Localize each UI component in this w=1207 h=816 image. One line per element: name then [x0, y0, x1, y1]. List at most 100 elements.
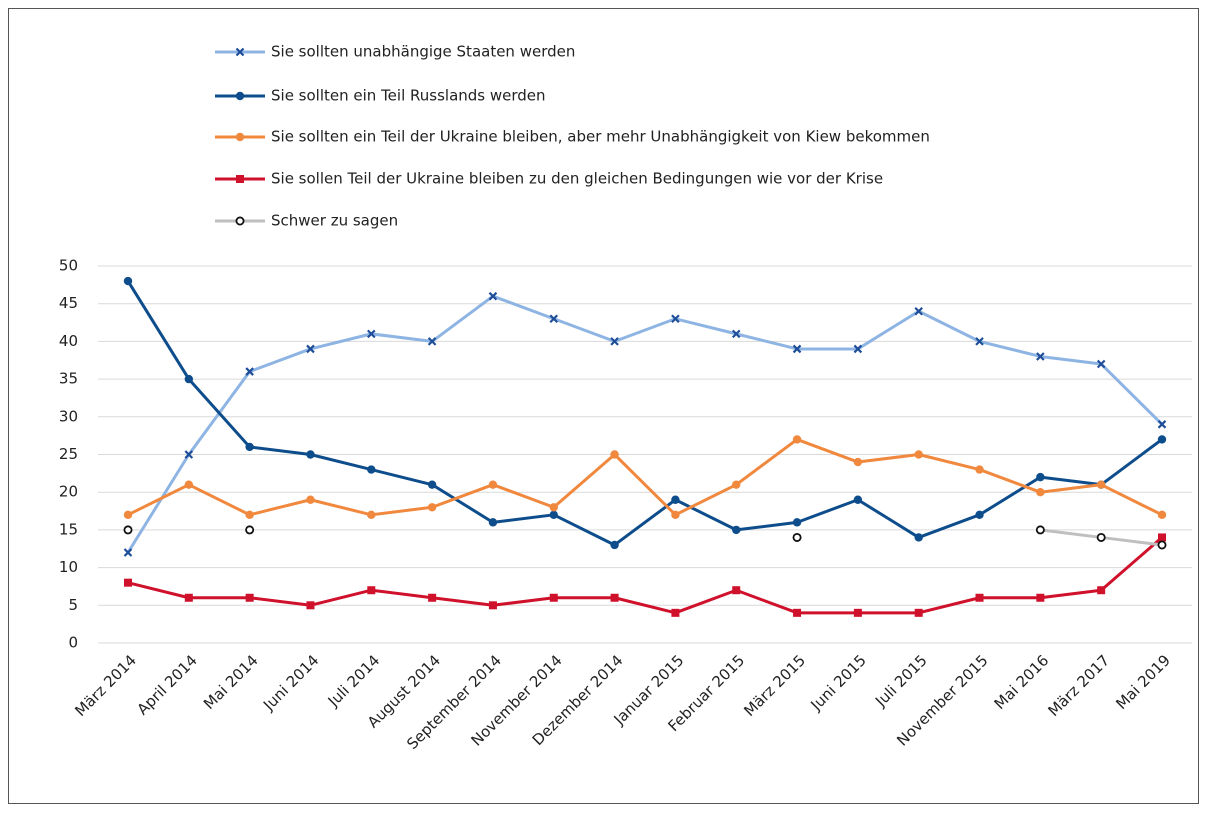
marker: [610, 450, 619, 459]
marker: [245, 367, 254, 376]
marker: [123, 548, 133, 557]
series-line: [126, 280, 1163, 547]
y-tick-label: 35: [59, 370, 78, 388]
legend-label: Sie sollten ein Teil der Ukraine bleiben…: [271, 128, 930, 146]
marker: [123, 525, 133, 535]
marker: [549, 593, 558, 602]
marker: [1157, 435, 1167, 444]
marker: [792, 344, 802, 354]
marker: [671, 510, 680, 520]
marker: [1096, 480, 1106, 489]
marker: [914, 533, 923, 542]
marker: [914, 306, 923, 316]
marker: [1157, 510, 1167, 520]
marker: [1096, 532, 1106, 542]
marker: [853, 457, 863, 467]
marker: [1157, 420, 1167, 429]
marker: [428, 593, 437, 602]
marker: [367, 510, 376, 520]
y-tick-label: 5: [68, 596, 78, 614]
legend-label: Sie sollten ein Teil Russlands werden: [271, 87, 546, 105]
marker: [235, 47, 245, 57]
series-line: [126, 294, 1164, 554]
marker: [367, 586, 376, 595]
marker: [1158, 533, 1166, 542]
marker: [306, 495, 315, 504]
marker: [792, 518, 802, 527]
marker: [914, 450, 923, 459]
marker: [732, 586, 741, 595]
marker: [184, 450, 194, 459]
marker: [731, 329, 741, 339]
marker: [793, 608, 802, 617]
marker: [732, 480, 741, 489]
marker: [671, 314, 680, 324]
marker: [914, 608, 923, 617]
marker: [306, 344, 315, 354]
marker: [1097, 586, 1106, 595]
series-line: [127, 536, 1163, 615]
legend-label: Sie sollten unabhängige Staaten werden: [271, 43, 575, 61]
marker: [306, 601, 315, 610]
marker: [1036, 593, 1045, 602]
marker: [1036, 488, 1045, 497]
marker: [1036, 352, 1045, 361]
marker: [792, 532, 802, 542]
series-line: [127, 437, 1163, 517]
marker: [236, 175, 244, 183]
marker: [488, 291, 498, 301]
marker: [306, 450, 315, 459]
marker: [427, 503, 437, 512]
marker: [488, 518, 498, 527]
marker: [184, 593, 193, 602]
y-tick-label: 20: [59, 483, 78, 501]
marker: [245, 442, 254, 452]
marker: [488, 480, 498, 489]
marker: [245, 593, 254, 602]
marker: [124, 578, 132, 587]
marker: [853, 344, 863, 354]
marker: [975, 510, 984, 520]
y-tick-label: 50: [59, 257, 78, 275]
marker: [235, 216, 245, 226]
frame: [8, 8, 1199, 804]
marker: [184, 374, 194, 384]
marker: [123, 276, 133, 286]
marker: [610, 593, 619, 602]
marker: [853, 608, 862, 617]
marker: [235, 132, 245, 142]
y-tick-label: 10: [59, 558, 78, 576]
marker: [1035, 525, 1045, 535]
marker: [975, 465, 984, 474]
marker: [671, 608, 680, 617]
marker: [1157, 540, 1167, 550]
marker: [123, 510, 133, 520]
marker: [549, 510, 558, 520]
legend-label: Sie sollen Teil der Ukraine bleiben zu d…: [271, 170, 883, 188]
marker: [671, 495, 680, 504]
marker: [1096, 359, 1106, 369]
y-tick-label: 25: [59, 445, 78, 463]
marker: [610, 337, 619, 346]
marker: [235, 91, 245, 101]
y-tick-label: 15: [59, 520, 78, 538]
marker: [1036, 472, 1045, 482]
marker: [488, 601, 497, 610]
marker: [549, 314, 559, 324]
marker: [184, 480, 194, 489]
marker: [427, 480, 437, 489]
marker: [853, 495, 863, 504]
marker: [610, 540, 619, 550]
marker: [792, 435, 802, 444]
y-tick-label: 0: [68, 634, 78, 652]
marker: [245, 510, 254, 520]
y-tick-label: 30: [59, 407, 78, 425]
y-tick-label: 45: [59, 294, 78, 312]
marker: [367, 329, 376, 339]
marker: [367, 465, 376, 474]
legend-label: Schwer zu sagen: [271, 212, 398, 230]
marker: [427, 337, 437, 346]
marker: [549, 503, 558, 512]
marker: [732, 525, 741, 535]
